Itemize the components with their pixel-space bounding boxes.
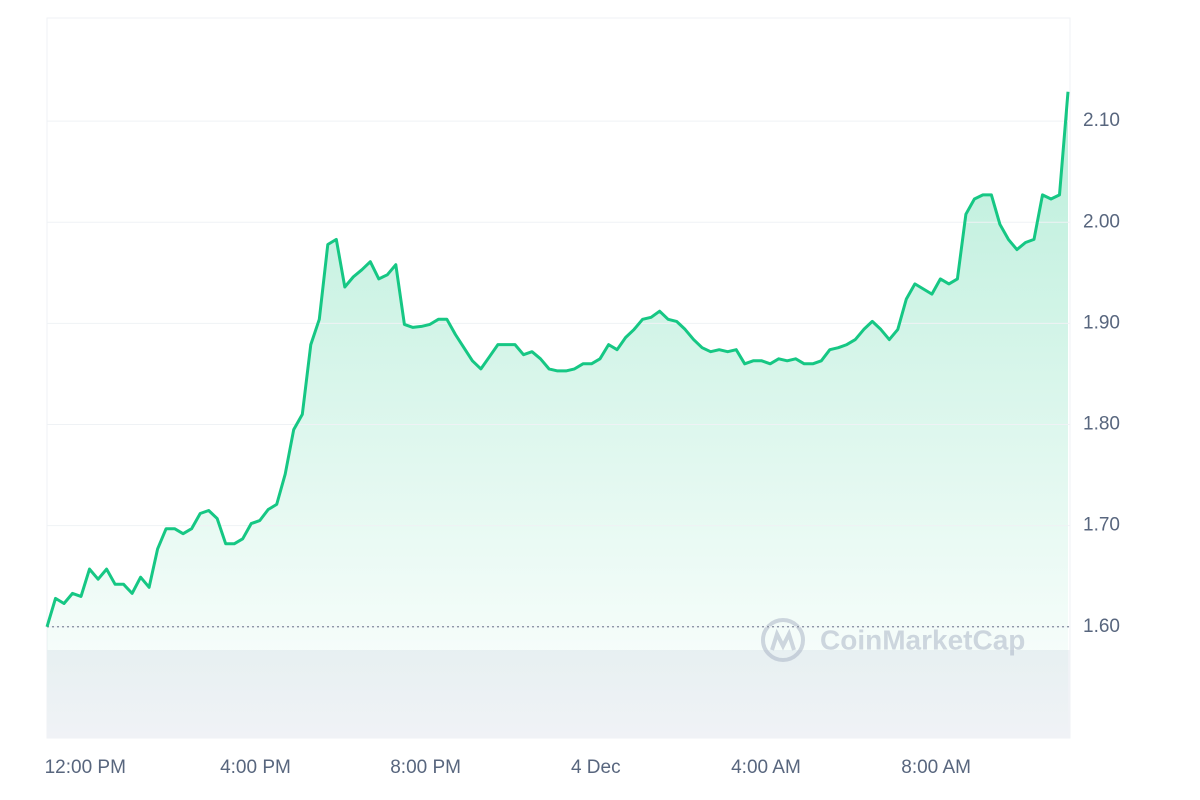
x-tick-label: 4 Dec — [571, 757, 621, 778]
x-tick-label: 12:00 PM — [45, 757, 126, 778]
watermark-logo-mark — [770, 628, 796, 651]
x-tick-label: 4:00 PM — [220, 757, 291, 778]
x-tick-label: 4:00 AM — [731, 757, 801, 778]
y-tick-label: 1.80 — [1083, 414, 1120, 435]
y-tick-label: 1.70 — [1083, 515, 1120, 536]
y-tick-label: 1.90 — [1083, 312, 1120, 333]
x-tick-label: 8:00 AM — [901, 757, 971, 778]
watermark: CoinMarketCap — [761, 618, 1025, 662]
x-tick-label: 8:00 PM — [390, 757, 461, 778]
y-tick-label: 1.60 — [1083, 616, 1120, 637]
price-line — [45, 91, 1070, 628]
watermark-text: CoinMarketCap — [820, 624, 1025, 655]
y-tick-label: 2.10 — [1083, 110, 1120, 131]
y-tick-label: 2.00 — [1083, 211, 1120, 232]
price-area — [47, 91, 1068, 739]
watermark-logo — [761, 618, 805, 662]
